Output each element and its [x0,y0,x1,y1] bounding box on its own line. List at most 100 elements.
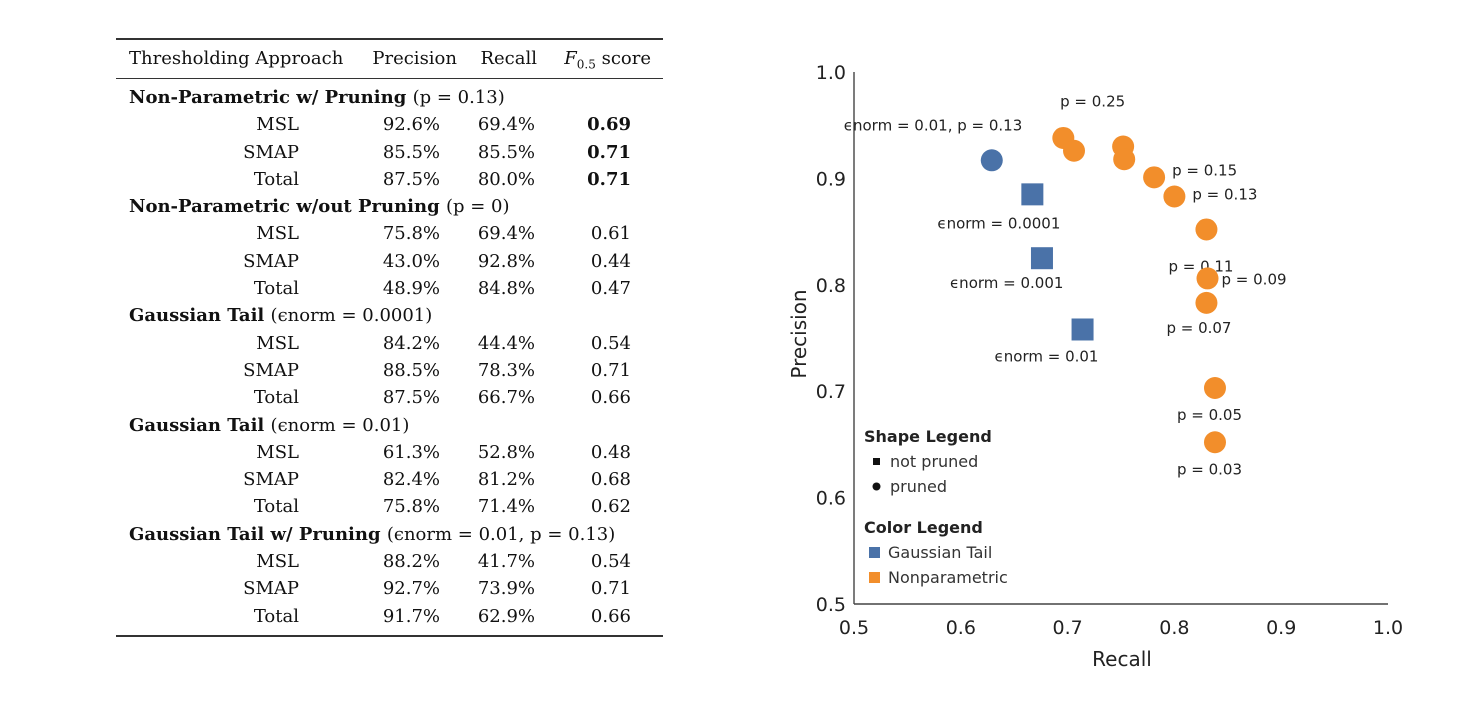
row-precision: 91.7% [382,605,440,627]
data-point-label: ϵnorm = 0.001 [950,274,1063,292]
row-component: SMAP [243,359,299,381]
row-precision: 87.5% [382,168,440,190]
row-precision: 84.2% [382,332,440,354]
group-title: Non-Parametric w/out Pruning (p = 0) [129,193,510,220]
legend-color-swatch [869,572,880,583]
y-tick-label: 0.8 [816,275,846,297]
row-f05: 0.71 [590,578,631,600]
row-precision: 85.5% [382,141,440,163]
group-title-param: (p = 0) [445,196,510,218]
header-approach: Thresholding Approach [129,48,344,69]
row-recall: 84.8% [477,278,535,300]
table-row: SMAP 82.4% 81.2% 0.68 [116,466,663,493]
row-recall: 44.4% [477,332,535,354]
data-point-circle [1195,291,1218,314]
row-component: Total [253,605,299,627]
data-point-circle [1163,185,1186,208]
row-f05: 0.44 [590,250,631,272]
table-top-rule [116,38,663,40]
color-legend-item: Gaussian Tail [888,543,992,562]
group-title: Gaussian Tail (ϵnorm = 0.01) [129,412,409,439]
data-point-label: p = 0.13 [1192,185,1257,203]
row-recall: 80.0% [477,168,535,190]
row-f05: 0.61 [590,223,631,245]
data-point-square [1071,318,1094,341]
data-point-label: ϵnorm = 0.01, p = 0.13 [844,116,1023,134]
group-title-param: (ϵnorm = 0.01, p = 0.13) [386,523,616,545]
chart-legend: Shape Legend not pruned pruned Color Legend… [864,427,1008,587]
table-row: MSL 61.3% 52.8% 0.48 [116,439,663,466]
header-f05-letter: F [564,48,577,69]
x-tick-label: 0.8 [1159,617,1189,639]
table-row: MSL 92.6% 69.4% 0.69 [116,111,663,138]
row-component: Total [253,168,299,190]
table-row: Total 48.9% 84.8% 0.47 [116,275,663,302]
precision-recall-chart: 0.5 0.6 0.7 0.8 0.9 1.0 0.5 0.6 0.7 0.8 0.9 1.0 Rec… [787,62,1403,671]
data-point-circle [1113,148,1136,171]
row-precision: 75.8% [382,496,440,518]
group-title-param: (p = 0.13) [412,87,505,108]
group-title-method: Non-Parametric w/ Pruning [129,87,407,108]
data-point-circle [1203,431,1226,454]
data-point-label: p = 0.05 [1177,406,1242,424]
table-header-rule [116,78,663,79]
color-legend-title: Color Legend [864,518,983,537]
data-point-square [1021,183,1044,206]
row-recall: 62.9% [477,605,535,627]
y-tick-label: 0.5 [816,594,846,616]
row-precision: 88.2% [382,551,440,573]
table-bottom-rule [116,634,663,637]
row-component: Total [253,387,299,409]
color-legend-item: Nonparametric [888,568,1008,587]
y-tick-label: 0.7 [816,381,846,403]
table-row: SMAP 85.5% 85.5% 0.71 [116,139,663,166]
row-component: SMAP [243,250,299,272]
header-recall: Recall [480,48,537,69]
row-recall: 69.4% [477,223,535,245]
results-table: Thresholding Approach Precision Recall F… [116,38,663,637]
data-point-circle [980,149,1003,172]
group-title-method: Gaussian Tail [129,414,265,436]
x-tick-label: 1.0 [1373,617,1403,639]
data-point-label: p = 0.15 [1172,161,1237,179]
y-tick-label: 0.9 [816,168,846,190]
row-recall: 78.3% [477,359,535,381]
table-row: Total 91.7% 62.9% 0.66 [116,603,663,630]
row-component: SMAP [243,578,299,600]
group-title-param: (ϵnorm = 0.0001) [270,305,433,327]
row-precision: 92.6% [382,114,440,136]
header-precision: Precision [372,48,457,69]
row-component: Total [253,278,299,300]
row-precision: 87.5% [382,387,440,409]
row-component: MSL [256,441,299,463]
data-point-circle [1143,166,1166,189]
chart-points: ϵnorm = 0.01, p = 0.13 ϵnorm = 0.0001 ϵnor… [844,92,1287,478]
data-point-label: ϵnorm = 0.0001 [937,214,1060,232]
data-point-label: p = 0.11 [1168,257,1233,275]
row-recall: 92.8% [477,250,535,272]
row-component: SMAP [243,469,299,491]
row-precision: 61.3% [382,441,440,463]
legend-square-icon [873,458,880,465]
row-component: MSL [256,114,299,136]
table-group-header: Non-Parametric w/ Pruning (p = 0.13) [116,84,663,111]
row-f05: 0.54 [590,332,631,354]
y-tick-label: 0.6 [816,488,846,510]
row-f05: 0.66 [590,605,631,627]
data-point-square [1030,247,1053,270]
row-f05: 0.69 [587,114,631,136]
table-group-header: Non-Parametric w/out Pruning (p = 0) [116,193,663,220]
shape-legend-title: Shape Legend [864,427,992,446]
row-f05: 0.66 [590,387,631,409]
group-title: Gaussian Tail w/ Pruning (ϵnorm = 0.01, … [129,521,615,548]
row-recall: 69.4% [477,114,535,136]
shape-legend-item: pruned [890,477,947,496]
row-f05: 0.71 [590,359,631,381]
legend-circle-icon [872,482,881,491]
row-recall: 73.9% [477,578,535,600]
table-row: MSL 88.2% 41.7% 0.54 [116,548,663,575]
row-precision: 82.4% [382,469,440,491]
row-precision: 75.8% [382,223,440,245]
group-title-method: Non-Parametric w/out Pruning [129,196,440,218]
header-f05-suffix: score [601,48,651,69]
